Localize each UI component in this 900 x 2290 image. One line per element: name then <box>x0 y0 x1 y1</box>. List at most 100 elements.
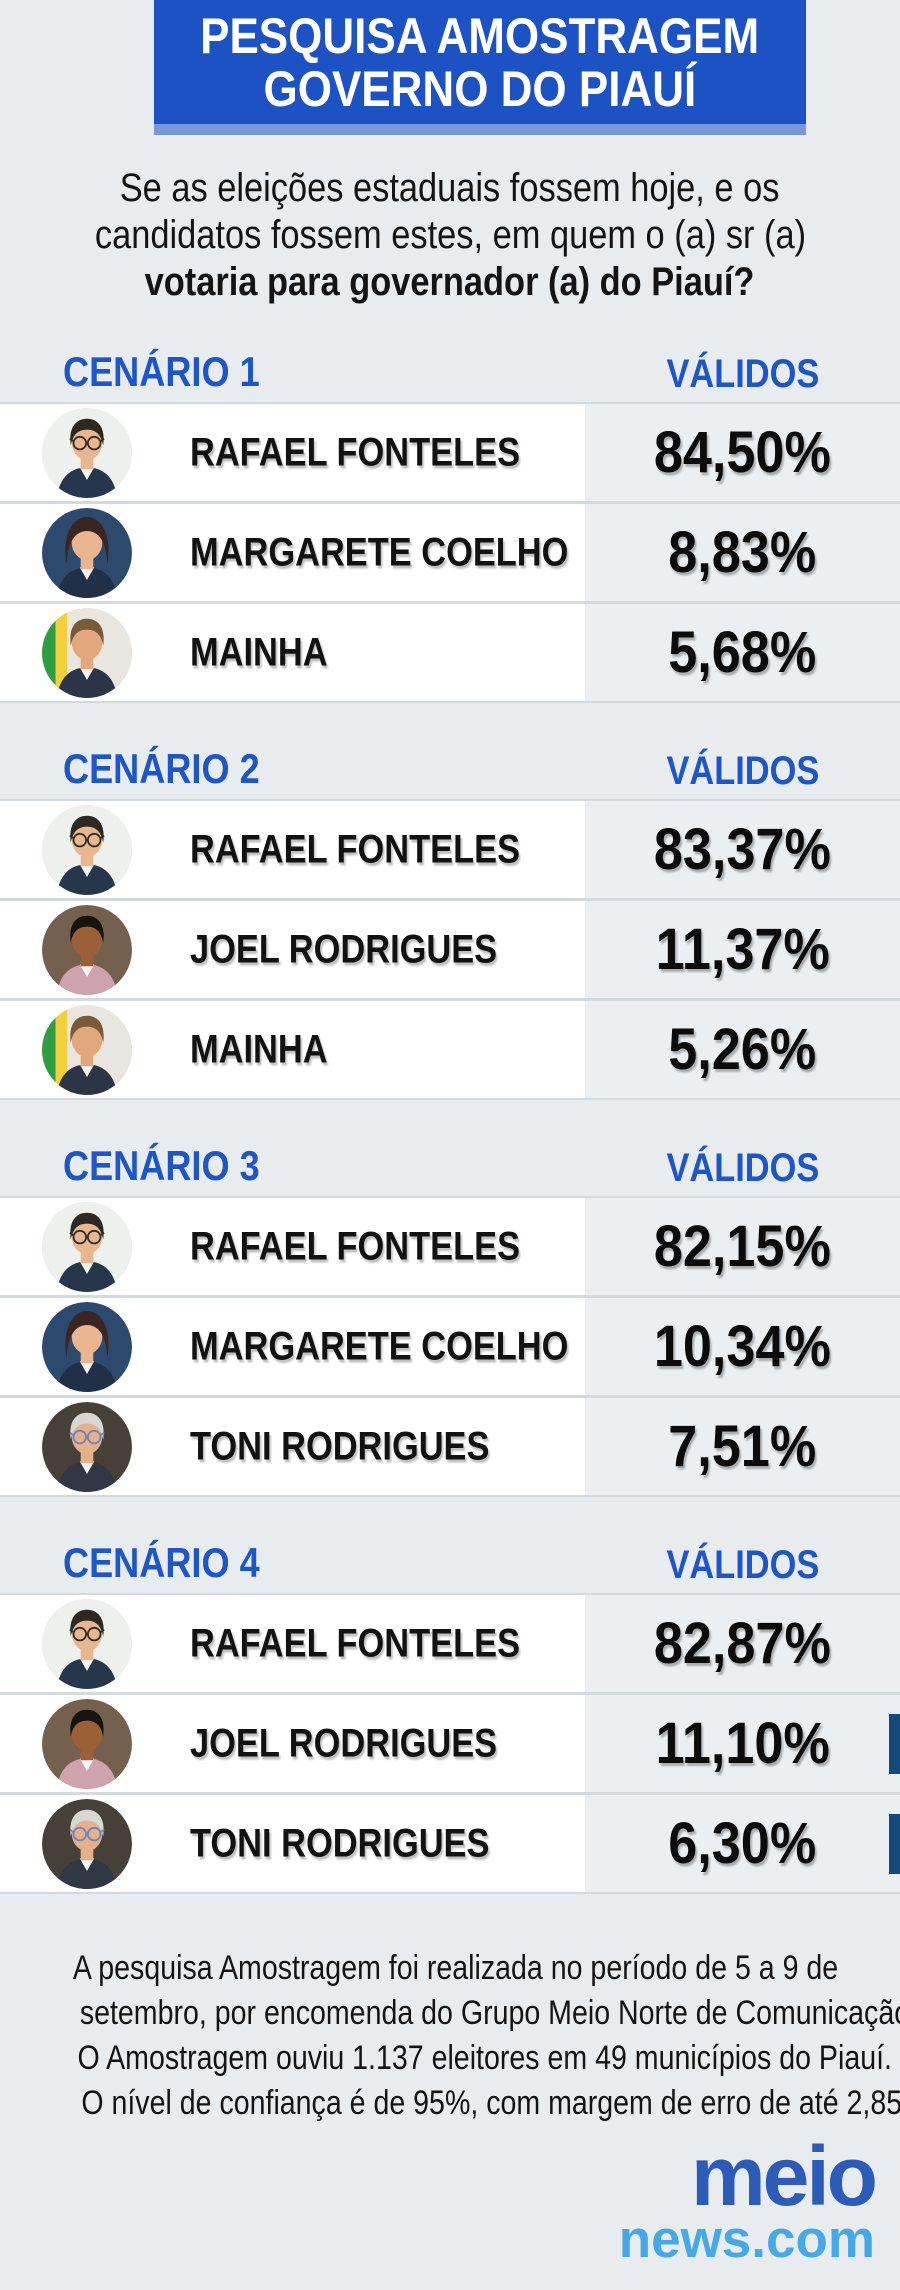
candidate-name: JOEL RODRIGUES <box>190 1721 498 1765</box>
candidate-cell: JOEL RODRIGUES <box>0 1695 585 1792</box>
avatar-rafael-fonteles <box>42 407 132 498</box>
candidate-value-cell: 82,15% <box>585 1198 900 1295</box>
scenario-section-4: CENÁRIO 4 VÁLIDOS RAFAEL FONTELES 82,87% <box>0 1531 900 1894</box>
candidate-row: JOEL RODRIGUES 11,10% <box>0 1695 900 1795</box>
candidate-value-cell: 11,10% <box>585 1695 900 1792</box>
candidate-percentage: 82,87% <box>653 1611 832 1676</box>
page-title-line2: GOVERNO DO PIAUÍ <box>263 61 697 117</box>
valids-column-header: VÁLIDOS <box>666 1543 819 1587</box>
avatar-toni-rodrigues <box>42 1798 132 1889</box>
valids-column-header: VÁLIDOS <box>666 352 819 396</box>
header-accent-strip <box>154 124 806 135</box>
valids-column-header: VÁLIDOS <box>666 1146 819 1190</box>
candidate-cell: MARGARETE COELHO <box>0 1298 585 1395</box>
candidate-percentage: 84,50% <box>653 420 832 485</box>
avatar-rafael-fonteles <box>42 1201 132 1292</box>
candidate-value-cell: 10,34% <box>585 1298 900 1395</box>
avatar-margarete-coelho <box>42 1301 132 1392</box>
candidate-name: MARGARETE COELHO <box>190 530 569 574</box>
candidate-row: MARGARETE COELHO 10,34% <box>0 1298 900 1398</box>
meionews-logo: meio news.com <box>0 2129 900 2269</box>
scenario-4-label: CENÁRIO 4 <box>63 1539 260 1586</box>
candidate-cell: TONI RODRIGUES <box>0 1795 585 1892</box>
candidate-name: RAFAEL FONTELES <box>190 430 521 474</box>
candidate-percentage: 5,68% <box>668 620 817 685</box>
candidate-row: RAFAEL FONTELES 82,87% <box>0 1595 900 1695</box>
candidate-name: RAFAEL FONTELES <box>190 1224 521 1268</box>
candidate-cell: TONI RODRIGUES <box>0 1398 585 1495</box>
candidate-row: RAFAEL FONTELES 82,15% <box>0 1198 900 1298</box>
avatar-rafael-fonteles <box>42 804 132 895</box>
candidate-value-cell: 6,30% <box>585 1795 900 1892</box>
avatar-joel-rodrigues <box>42 1698 132 1789</box>
logo-meio-text: meio <box>690 2129 878 2223</box>
logo-news-text: news.com <box>618 2210 875 2269</box>
candidate-percentage: 11,37% <box>655 917 830 982</box>
candidate-percentage: 82,15% <box>653 1214 832 1279</box>
candidate-cell: MAINHA <box>0 604 585 701</box>
candidate-row: RAFAEL FONTELES 84,50% <box>0 404 900 504</box>
candidate-value-cell: 8,83% <box>585 504 900 601</box>
candidate-percentage: 83,37% <box>653 817 832 882</box>
candidate-value-cell: 11,37% <box>585 901 900 998</box>
candidate-percentage: 11,10% <box>655 1711 830 1776</box>
methodology-line: setembro, por encomenda do Grupo Meio No… <box>79 1994 900 2032</box>
value-highlight-bar <box>889 1813 900 1874</box>
candidate-name: RAFAEL FONTELES <box>190 827 521 871</box>
candidate-cell: MAINHA <box>0 1001 585 1098</box>
scenario-3-label: CENÁRIO 3 <box>63 1142 260 1189</box>
question-line: votaria para governador (a) do Piauí? <box>145 260 755 304</box>
avatar-margarete-coelho <box>42 507 132 598</box>
candidate-cell: MARGARETE COELHO <box>0 504 585 601</box>
scenario-section-3: CENÁRIO 3 VÁLIDOS RAFAEL FONTELES 82,15% <box>0 1134 900 1497</box>
header-banner: PESQUISA AMOSTRAGEM GOVERNO DO PIAUÍ <box>154 0 806 124</box>
candidate-percentage: 6,30% <box>668 1811 817 1876</box>
candidate-name: TONI RODRIGUES <box>190 1424 490 1468</box>
candidate-name: RAFAEL FONTELES <box>190 1621 521 1665</box>
candidate-percentage: 7,51% <box>668 1414 817 1479</box>
avatar-rafael-fonteles <box>42 1598 132 1689</box>
candidate-value-cell: 5,26% <box>585 1001 900 1098</box>
candidate-row: TONI RODRIGUES 7,51% <box>0 1398 900 1495</box>
candidate-value-cell: 84,50% <box>585 404 900 501</box>
candidate-name: JOEL RODRIGUES <box>190 927 498 971</box>
avatar-mainha <box>42 607 132 698</box>
survey-question: Se as eleições estaduais fossem hoje, e … <box>0 165 900 306</box>
methodology-line: O Amostragem ouviu 1.137 eleitores em 49… <box>77 2039 892 2077</box>
candidate-row: MAINHA 5,68% <box>0 604 900 701</box>
scenario-2-label: CENÁRIO 2 <box>63 745 260 792</box>
candidate-row: JOEL RODRIGUES 11,37% <box>0 901 900 1001</box>
candidate-row: MAINHA 5,26% <box>0 1001 900 1098</box>
methodology-note: A pesquisa Amostragem foi realizada no p… <box>0 1946 900 2126</box>
candidate-value-cell: 7,51% <box>585 1398 900 1495</box>
candidate-percentage: 8,83% <box>668 520 817 585</box>
avatar-toni-rodrigues <box>42 1401 132 1492</box>
question-line: candidatos fossem estes, em quem o (a) s… <box>94 213 806 257</box>
avatar-mainha <box>42 1004 132 1095</box>
candidate-percentage: 5,26% <box>668 1017 817 1082</box>
scenario-section-2: CENÁRIO 2 VÁLIDOS RAFAEL FONTELES 83,37% <box>0 737 900 1100</box>
candidate-row: RAFAEL FONTELES 83,37% <box>0 801 900 901</box>
question-line: Se as eleições estaduais fossem hoje, e … <box>120 166 780 210</box>
scenario-section-1: CENÁRIO 1 VÁLIDOS RAFAEL FONTELES 84,50% <box>0 340 900 703</box>
methodology-line: A pesquisa Amostragem foi realizada no p… <box>72 1949 839 1987</box>
candidate-value-cell: 83,37% <box>585 801 900 898</box>
candidate-value-cell: 82,87% <box>585 1595 900 1692</box>
candidate-cell: RAFAEL FONTELES <box>0 404 585 501</box>
value-highlight-bar <box>889 1713 900 1774</box>
candidate-name: TONI RODRIGUES <box>190 1821 490 1865</box>
candidate-row: TONI RODRIGUES 6,30% <box>0 1795 900 1892</box>
page-title-line1: PESQUISA AMOSTRAGEM <box>200 8 760 64</box>
candidate-cell: RAFAEL FONTELES <box>0 1595 585 1692</box>
valids-column-header: VÁLIDOS <box>666 749 819 793</box>
candidate-name: MAINHA <box>190 630 328 674</box>
methodology-line: O nível de confiança é de 95%, com marge… <box>81 2084 900 2122</box>
candidate-row: MARGARETE COELHO 8,83% <box>0 504 900 604</box>
candidate-name: MAINHA <box>190 1027 328 1071</box>
candidate-name: MARGARETE COELHO <box>190 1324 569 1368</box>
avatar-joel-rodrigues <box>42 904 132 995</box>
candidate-value-cell: 5,68% <box>585 604 900 701</box>
candidate-percentage: 10,34% <box>653 1314 832 1379</box>
candidate-cell: RAFAEL FONTELES <box>0 1198 585 1295</box>
